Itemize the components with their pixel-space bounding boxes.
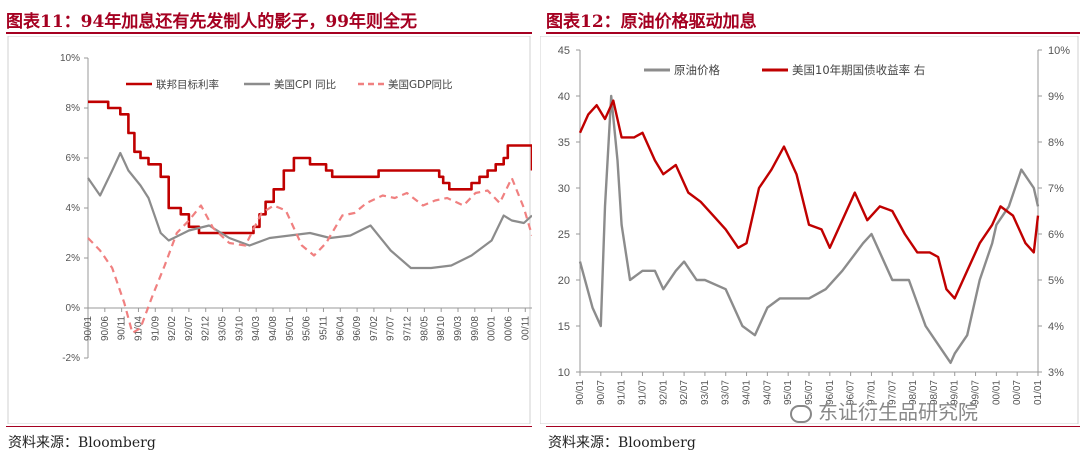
x-tick-label: 92/07 — [679, 380, 690, 405]
x-tick-label: 90/01 — [83, 316, 94, 341]
y-tick-label: 2% — [66, 253, 81, 264]
legend-label: 联邦目标利率 — [156, 78, 219, 91]
x-tick-label: 96/04 — [335, 316, 346, 341]
x-tick-label: 98/10 — [436, 316, 447, 341]
fed-rate-chart: -2%0%2%4%6%8%10%90/01 90/06 90/11 91/04 91/0… — [7, 36, 532, 424]
legend-label: 美国CPI 同比 — [274, 78, 336, 91]
y-right-tick-label: 4% — [1048, 321, 1064, 333]
y-left-tick-label: 15 — [558, 321, 570, 333]
chart-title-right: 图表12：原油价格驱动加息 — [546, 12, 757, 32]
right-panel: 图表12：原油价格驱动加息 10 15 20 25 30 35 40 45 3% 4% 5% 6% 7%… — [540, 0, 1080, 461]
x-tick-label: 91/01 — [617, 380, 628, 405]
x-tick-label: 00/11 — [520, 316, 531, 341]
x-tick-label: 99/03 — [453, 316, 464, 341]
y-left-tick-label: 45 — [558, 45, 570, 57]
legend-label: 美国GDP同比 — [388, 78, 453, 91]
x-tick-label: 96/01 — [825, 380, 836, 405]
x-tick-label: 99/07 — [971, 380, 982, 405]
y-right-tick-label: 9% — [1048, 91, 1064, 103]
y-tick-label: -2% — [62, 353, 80, 364]
series-line — [87, 176, 532, 335]
y-tick-label: 8% — [66, 103, 81, 114]
x-tick-label: 96/07 — [846, 380, 857, 405]
x-tick-label: 92/02 — [167, 316, 178, 341]
y-left-tick-label: 30 — [558, 183, 570, 195]
x-tick-label: 97/12 — [403, 316, 414, 341]
y-right-tick-label: 3% — [1048, 367, 1064, 379]
x-tick-label: 00/01 — [991, 380, 1002, 405]
x-tick-label: 90/11 — [117, 316, 128, 341]
y-left-tick-label: 35 — [558, 137, 570, 149]
x-tick-label: 93/05 — [218, 316, 229, 341]
y-tick-label: 10% — [60, 53, 80, 64]
plot-frame — [540, 36, 1079, 424]
x-tick-label: 01/01 — [1033, 380, 1044, 405]
x-tick-label: 00/06 — [503, 316, 514, 341]
x-tick-label: 94/08 — [268, 316, 279, 341]
y-right-tick-label: 8% — [1048, 137, 1064, 149]
x-tick-label: 99/01 — [950, 380, 961, 405]
x-tick-label: 95/01 — [783, 380, 794, 405]
x-tick-label: 94/01 — [742, 380, 753, 405]
watermark-text: 东证衍生品研究院 — [818, 400, 978, 424]
x-tick-label: 90/06 — [100, 316, 111, 341]
title-rule-left — [6, 32, 532, 34]
legend-label: 原油价格 — [674, 63, 720, 77]
y-left-tick-label: 10 — [558, 367, 570, 379]
x-tick-label: 99/08 — [470, 316, 481, 341]
y-left-tick-label: 25 — [558, 229, 570, 241]
x-tick-label: 95/01 — [285, 316, 296, 341]
series-line — [88, 100, 532, 235]
y-tick-label: 6% — [66, 153, 81, 164]
x-tick-label: 94/03 — [251, 316, 262, 341]
x-tick-label: 95/06 — [302, 316, 313, 341]
y-left-tick-label: 40 — [558, 91, 570, 103]
plot-frame — [7, 36, 531, 424]
series-line — [578, 94, 1040, 364]
source-right: 资料来源：Bloomberg — [548, 435, 696, 451]
wechat-icon — [790, 404, 812, 423]
left-panel: 图表11：94年加息还有先发制人的影子，99年则全无 -2% 0% 2% 4% 6% 8%… — [0, 0, 532, 461]
x-tick-label: 95/07 — [804, 380, 815, 405]
y-tick-label: 0% — [66, 303, 81, 314]
x-tick-label: 94/07 — [762, 380, 773, 405]
y-tick-label: 4% — [66, 203, 81, 214]
source-rule-left — [6, 426, 532, 427]
x-tick-label: 91/07 — [637, 380, 648, 405]
y-left-tick-label: 20 — [558, 275, 570, 287]
y-right-tick-label: 7% — [1048, 183, 1064, 195]
title-rule-right — [546, 32, 1080, 34]
legend-label: 美国10年期国债收益率 右 — [792, 63, 925, 77]
source-rule-right — [546, 426, 1080, 427]
x-tick-label: 92/01 — [658, 380, 669, 405]
x-tick-label: 90/07 — [596, 380, 607, 405]
x-tick-label: 98/07 — [929, 380, 940, 405]
y-right-tick-label: 6% — [1048, 229, 1064, 241]
x-tick-label: 98/01 — [908, 380, 919, 405]
y-right-tick-label: 5% — [1048, 275, 1064, 287]
chart-title-left: 图表11：94年加息还有先发制人的影子，99年则全无 — [6, 12, 417, 32]
x-tick-label: 93/01 — [700, 380, 711, 405]
x-tick-label: 97/01 — [866, 380, 877, 405]
x-tick-label: 90/01 — [575, 380, 586, 405]
x-tick-label: 93/10 — [234, 316, 245, 341]
source-left: 资料来源：Bloomberg — [8, 435, 156, 451]
x-tick-label: 92/12 — [201, 316, 212, 341]
x-tick-label: 93/07 — [721, 380, 732, 405]
x-tick-label: 92/07 — [184, 316, 195, 341]
x-tick-label: 97/07 — [386, 316, 397, 341]
x-tick-label: 98/05 — [419, 316, 430, 341]
x-tick-label: 91/09 — [150, 316, 161, 341]
series-line — [578, 99, 1040, 300]
x-tick-label: 00/07 — [1012, 380, 1023, 405]
oil-price-chart: 10 15 20 25 30 35 40 45 3% 4% 5% 6% 7% 8% 9% 10% 90/01 90… — [540, 36, 1079, 424]
watermark: 东证衍生品研究院 — [790, 396, 978, 425]
x-tick-label: 96/09 — [352, 316, 363, 341]
series-line — [87, 151, 532, 270]
x-tick-label: 97/07 — [887, 380, 898, 405]
x-tick-label: 95/11 — [318, 316, 329, 341]
x-tick-label: 97/02 — [369, 316, 380, 341]
x-tick-label: 00/01 — [487, 316, 498, 341]
y-right-tick-label: 10% — [1048, 45, 1070, 57]
